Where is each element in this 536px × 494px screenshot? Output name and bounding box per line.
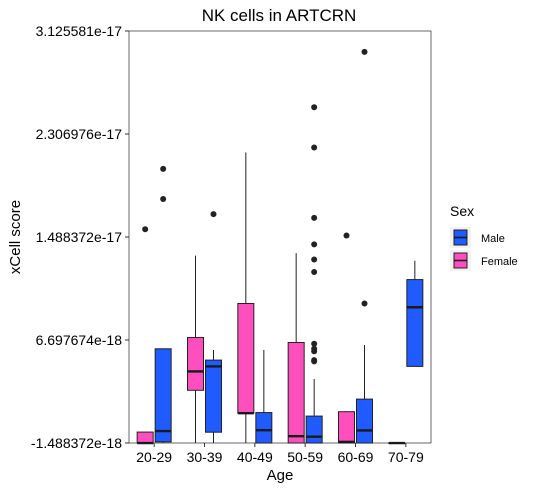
outlier-point bbox=[311, 345, 318, 352]
box-body bbox=[305, 415, 323, 444]
y-tick-label: 2.306976e-17 bbox=[36, 126, 123, 142]
x-tick-label: 30-39 bbox=[187, 449, 223, 465]
y-tick-label: 1.488372e-17 bbox=[36, 229, 123, 245]
box-body bbox=[406, 279, 424, 367]
box-body bbox=[205, 359, 222, 433]
outlier-point bbox=[311, 340, 318, 347]
legend-items: Male Female bbox=[450, 227, 518, 271]
legend-label-male: Male bbox=[481, 233, 505, 245]
female-box-50-59 bbox=[287, 253, 305, 444]
box-body bbox=[136, 431, 154, 444]
legend-label-female: Female bbox=[481, 256, 518, 268]
outlier-point bbox=[311, 214, 318, 221]
female-box-30-39 bbox=[187, 255, 204, 444]
female-box-60-69 bbox=[338, 232, 355, 444]
outlier-point bbox=[311, 104, 318, 111]
male-box-70-79 bbox=[406, 260, 424, 367]
outlier-point bbox=[361, 300, 368, 307]
x-tick-label: 20-29 bbox=[136, 449, 172, 465]
male-box-40-49 bbox=[255, 350, 273, 444]
x-axis: 20-29 30-39 40-49 50-59 60-69 70-79 bbox=[136, 443, 424, 465]
box-body bbox=[255, 412, 273, 444]
x-axis-label: Age bbox=[267, 467, 294, 484]
y-axis-label: xCell score bbox=[7, 200, 24, 274]
female-box-20-29 bbox=[136, 226, 154, 445]
y-tick-label: -1.488372e-18 bbox=[31, 435, 122, 451]
box-body bbox=[287, 341, 305, 444]
box-body bbox=[338, 411, 355, 444]
outlier-point bbox=[311, 144, 318, 151]
outlier-point bbox=[311, 269, 318, 276]
legend: Sex Male Female bbox=[450, 203, 518, 271]
legend-title: Sex bbox=[450, 203, 474, 219]
chart-title: NK cells in ARTCRN bbox=[202, 6, 357, 25]
x-tick-label: 70-79 bbox=[388, 449, 424, 465]
outlier-point bbox=[160, 196, 167, 203]
male-box-30-39 bbox=[205, 211, 222, 444]
male-box-50-59 bbox=[305, 104, 323, 444]
plot-panel bbox=[128, 30, 432, 444]
outlier-point bbox=[361, 48, 368, 55]
outlier-point bbox=[343, 232, 350, 239]
outlier-point bbox=[311, 256, 318, 263]
box-body bbox=[154, 348, 172, 443]
x-tick-label: 60-69 bbox=[338, 449, 374, 465]
outlier-point bbox=[210, 211, 217, 218]
outlier-point bbox=[311, 241, 318, 248]
outlier-point bbox=[142, 226, 149, 233]
y-tick-label: 6.697674e-18 bbox=[36, 332, 123, 348]
box-body bbox=[187, 336, 204, 391]
male-box-20-29 bbox=[154, 165, 172, 444]
female-box-70-79 bbox=[388, 441, 406, 445]
x-tick-label: 50-59 bbox=[287, 449, 323, 465]
box-body bbox=[237, 302, 255, 414]
x-tick-label: 40-49 bbox=[237, 449, 273, 465]
outlier-point bbox=[311, 357, 318, 364]
y-tick-label: 3.125581e-17 bbox=[36, 23, 123, 39]
box-layer bbox=[136, 48, 424, 445]
y-axis: -1.488372e-18 6.697674e-18 1.488372e-17 2.3… bbox=[31, 23, 129, 451]
male-box-60-69 bbox=[356, 48, 373, 444]
box-body bbox=[356, 398, 373, 444]
outlier-point bbox=[160, 165, 167, 172]
female-box-40-49 bbox=[237, 152, 255, 444]
